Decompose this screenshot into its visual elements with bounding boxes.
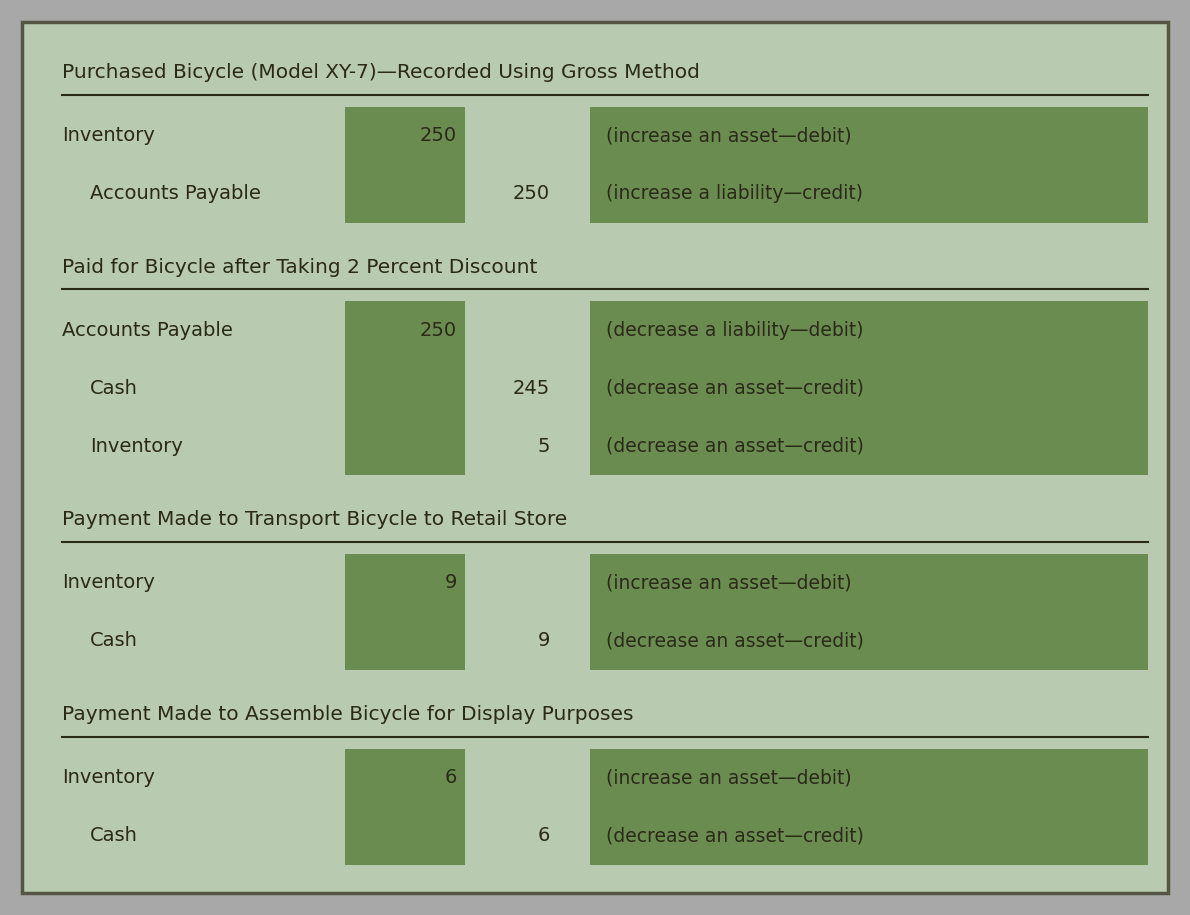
Text: (decrease a liability—debit): (decrease a liability—debit) <box>606 321 864 339</box>
Text: 5: 5 <box>538 436 550 456</box>
Text: Inventory: Inventory <box>90 436 183 456</box>
Text: Paid for Bicycle after Taking 2 Percent Discount: Paid for Bicycle after Taking 2 Percent … <box>62 258 538 277</box>
Text: Inventory: Inventory <box>62 574 155 592</box>
Bar <box>590 301 1148 475</box>
Text: (decrease an asset—credit): (decrease an asset—credit) <box>606 826 864 845</box>
Text: 6: 6 <box>538 826 550 845</box>
Text: 245: 245 <box>513 379 550 398</box>
Bar <box>345 107 465 222</box>
Text: Cash: Cash <box>90 631 138 651</box>
Text: (decrease an asset—credit): (decrease an asset—credit) <box>606 436 864 456</box>
Bar <box>590 748 1148 865</box>
Text: (increase a liability—credit): (increase a liability—credit) <box>606 184 863 203</box>
Text: Payment Made to Transport Bicycle to Retail Store: Payment Made to Transport Bicycle to Ret… <box>62 511 568 530</box>
Text: 9: 9 <box>538 631 550 651</box>
Text: (decrease an asset—credit): (decrease an asset—credit) <box>606 379 864 398</box>
Text: (increase an asset—debit): (increase an asset—debit) <box>606 768 852 787</box>
Bar <box>345 301 465 475</box>
Text: Accounts Payable: Accounts Payable <box>62 321 233 339</box>
Text: 250: 250 <box>420 126 457 145</box>
Text: 6: 6 <box>445 768 457 787</box>
Bar <box>345 748 465 865</box>
Text: Cash: Cash <box>90 826 138 845</box>
Text: Payment Made to Assemble Bicycle for Display Purposes: Payment Made to Assemble Bicycle for Dis… <box>62 705 633 724</box>
Text: Inventory: Inventory <box>62 768 155 787</box>
Text: Purchased Bicycle (Model XY-7)—Recorded Using Gross Method: Purchased Bicycle (Model XY-7)—Recorded … <box>62 63 700 82</box>
Text: (decrease an asset—credit): (decrease an asset—credit) <box>606 631 864 651</box>
Bar <box>345 554 465 670</box>
Text: 250: 250 <box>420 321 457 339</box>
Text: Accounts Payable: Accounts Payable <box>90 184 261 203</box>
Text: (increase an asset—debit): (increase an asset—debit) <box>606 574 852 592</box>
Text: Inventory: Inventory <box>62 126 155 145</box>
Text: 9: 9 <box>445 574 457 592</box>
Bar <box>590 554 1148 670</box>
Text: Cash: Cash <box>90 379 138 398</box>
Text: 250: 250 <box>513 184 550 203</box>
Bar <box>590 107 1148 222</box>
Text: (increase an asset—debit): (increase an asset—debit) <box>606 126 852 145</box>
